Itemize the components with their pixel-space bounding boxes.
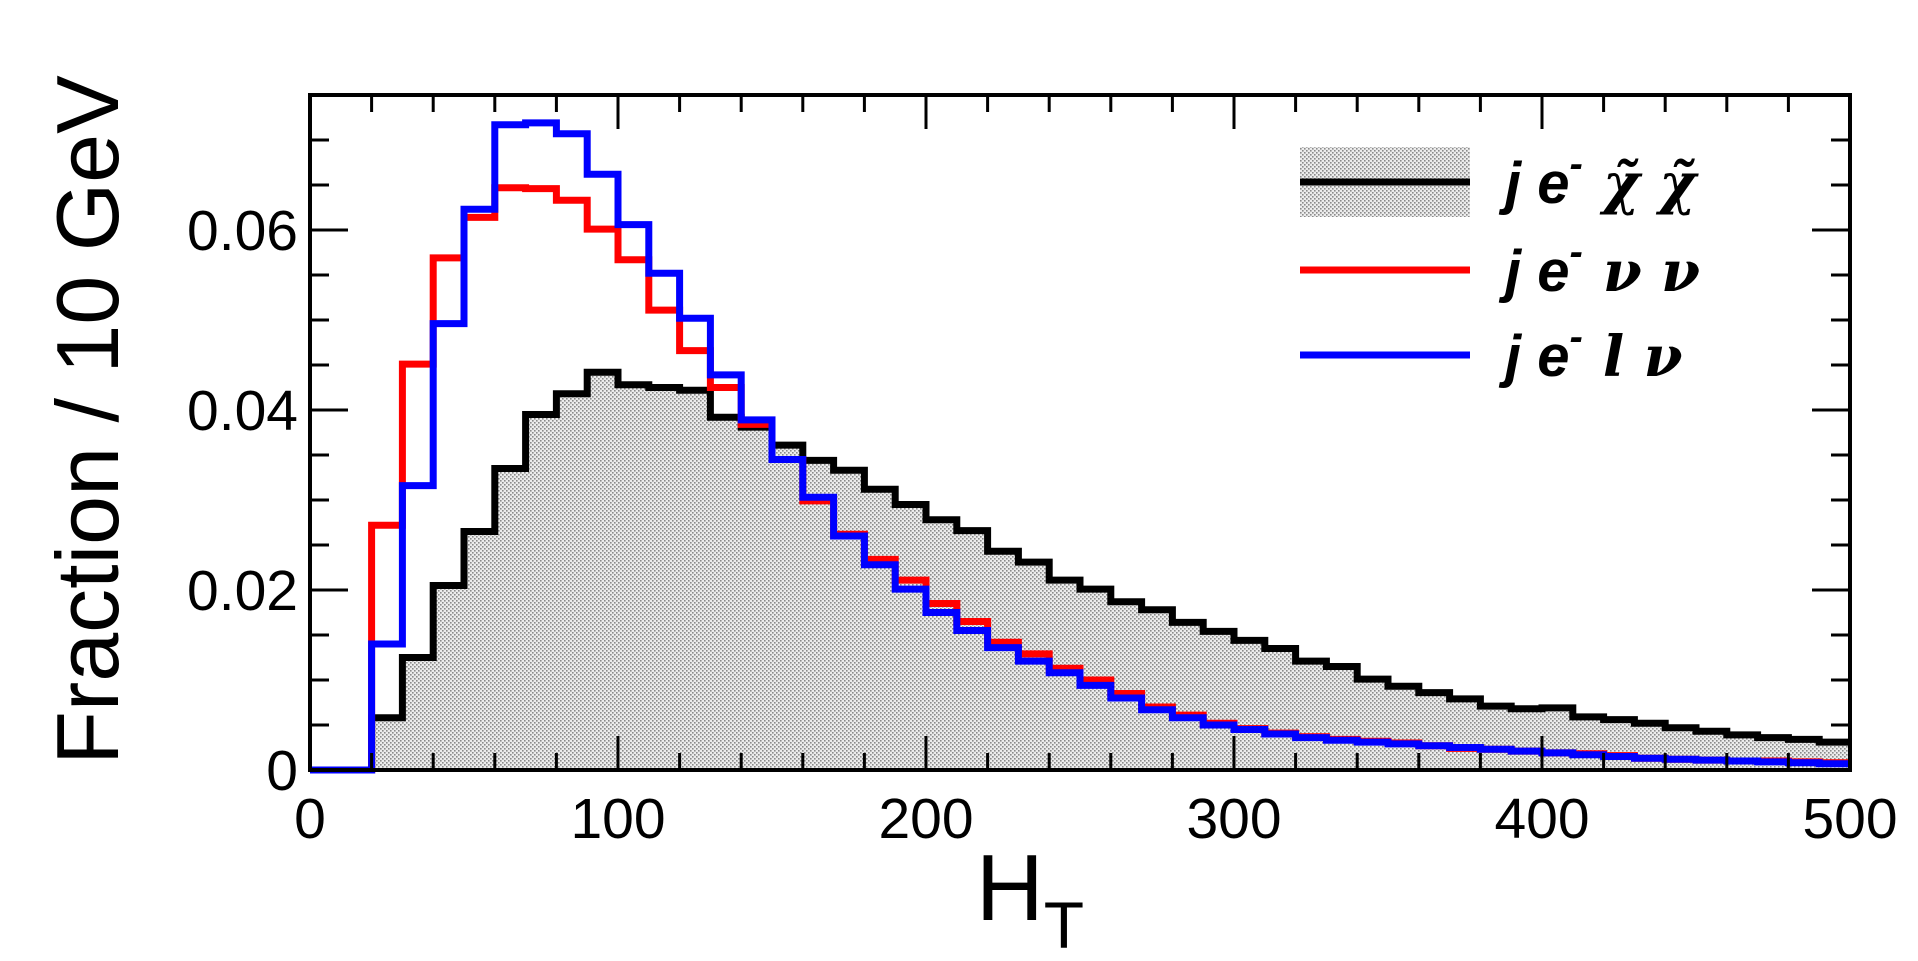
x-tick-label: 500: [1802, 787, 1897, 851]
plot-area: [310, 119, 1850, 774]
x-axis-tick-labels: 0 100 200 300 400 500: [294, 787, 1897, 851]
x-axis-label-sub: T: [1044, 888, 1084, 961]
legend-label-2: j e-l ν: [1498, 315, 1683, 390]
y-tick-label: 0.02: [187, 559, 298, 623]
series-fill-0: [310, 372, 1850, 770]
x-tick-label: 300: [1186, 787, 1281, 851]
legend: j e-χ̃ χ̃ j e-ν ν j e-l ν: [1300, 142, 1700, 390]
plot-frame: [308, 93, 1852, 772]
x-axis-label: HT: [976, 835, 1084, 961]
y-tick-label: 0.06: [187, 199, 298, 263]
x-axis-ticks: [308, 95, 1852, 770]
x-tick-label: 200: [878, 787, 973, 851]
y-tick-label: 0: [266, 739, 298, 803]
x-tick-label: 0: [294, 787, 326, 851]
y-axis-tick-labels: 0 0.02 0.04 0.06: [187, 199, 298, 803]
x-tick-label: 100: [570, 787, 665, 851]
series-line-0: [310, 368, 1850, 774]
y-axis-label: Fraction / 10 GeV: [38, 75, 137, 765]
series-line-2: [310, 119, 1850, 774]
y-tick-label: 0.04: [187, 379, 298, 443]
x-tick-label: 400: [1494, 787, 1589, 851]
legend-label-1: j e-ν ν: [1498, 230, 1700, 305]
legend-label-0: j e-χ̃ χ̃: [1498, 142, 1699, 217]
x-axis-label-main: H: [976, 835, 1044, 940]
